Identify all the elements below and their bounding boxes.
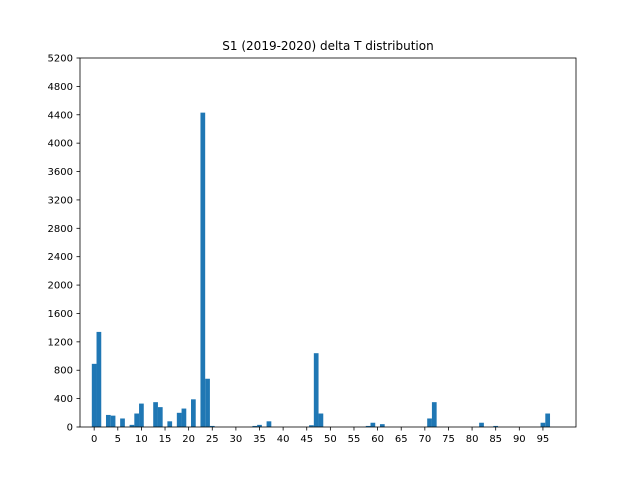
bar: [309, 425, 314, 427]
bar: [540, 422, 546, 427]
x-tick-label: 50: [324, 434, 337, 445]
bar: [427, 418, 432, 427]
y-tick-label: 800: [54, 366, 73, 377]
y-tick-label: 400: [54, 394, 73, 405]
chart-title: S1 (2019-2020) delta T distribution: [222, 39, 433, 53]
x-tick-label: 75: [442, 434, 455, 445]
bar: [318, 413, 324, 427]
y-tick-label: 1200: [48, 337, 73, 348]
x-tick-label: 5: [115, 434, 121, 445]
x-tick-label: 60: [371, 434, 384, 445]
y-tick-label: 4800: [48, 82, 73, 93]
bars-layer: [91, 112, 551, 427]
x-tick-label: 90: [513, 434, 526, 445]
x-tick-label: 40: [277, 434, 290, 445]
x-tick-label: 35: [253, 434, 266, 445]
x-tick-label: 85: [489, 434, 502, 445]
y-axis: 0 400 800 1200 1600 2000 2400 2800 3200 3600 4000 4…: [48, 54, 80, 434]
bar: [157, 407, 163, 427]
bar: [110, 415, 116, 427]
x-axis: 0 5 10 15 20 25 30 35 40 45 50 55 60 65 70 75 80 85 90 95: [91, 427, 549, 445]
bar: [205, 378, 210, 427]
bar: [191, 399, 196, 427]
x-tick-label: 30: [230, 434, 243, 445]
bar: [257, 424, 262, 427]
x-tick-label: 80: [466, 434, 479, 445]
bar: [167, 421, 173, 427]
x-tick-label: 10: [135, 434, 148, 445]
bar: [96, 331, 102, 427]
bar: [134, 413, 140, 427]
bar: [153, 402, 158, 427]
bar: [139, 403, 144, 427]
bar: [120, 418, 125, 427]
y-tick-label: 2400: [48, 252, 73, 263]
x-tick-label: 15: [159, 434, 172, 445]
x-tick-label: 45: [300, 434, 313, 445]
bar: [129, 424, 135, 427]
x-tick-label: 0: [91, 434, 97, 445]
bar: [91, 363, 97, 427]
y-tick-label: 3600: [48, 167, 73, 178]
bar: [379, 424, 385, 427]
x-tick-label: 25: [206, 434, 219, 445]
y-tick-label: 5200: [48, 54, 73, 65]
bar: [176, 412, 182, 427]
x-tick-label: 20: [182, 434, 195, 445]
bar: [313, 353, 319, 427]
y-tick-label: 0: [67, 423, 73, 434]
y-tick-label: 2000: [48, 281, 73, 292]
x-tick-label: 70: [418, 434, 431, 445]
y-tick-label: 3200: [48, 195, 73, 206]
bar: [200, 112, 206, 427]
x-tick-label: 95: [537, 434, 550, 445]
bar: [493, 425, 499, 427]
bar: [365, 425, 371, 427]
bar: [479, 422, 484, 427]
y-tick-label: 2800: [48, 224, 73, 235]
bar: [181, 408, 187, 427]
bar: [266, 421, 272, 427]
bar: [370, 422, 376, 427]
plot-frame: [79, 57, 577, 428]
x-tick-label: 55: [348, 434, 361, 445]
bar: [209, 425, 215, 427]
y-tick-label: 4400: [48, 110, 73, 121]
x-tick-label: 65: [395, 434, 408, 445]
bar: [431, 402, 437, 427]
bar: [252, 425, 258, 427]
bar: [545, 413, 551, 427]
y-tick-label: 4000: [48, 139, 73, 150]
bar: [105, 414, 111, 427]
y-tick-label: 1600: [48, 309, 73, 320]
